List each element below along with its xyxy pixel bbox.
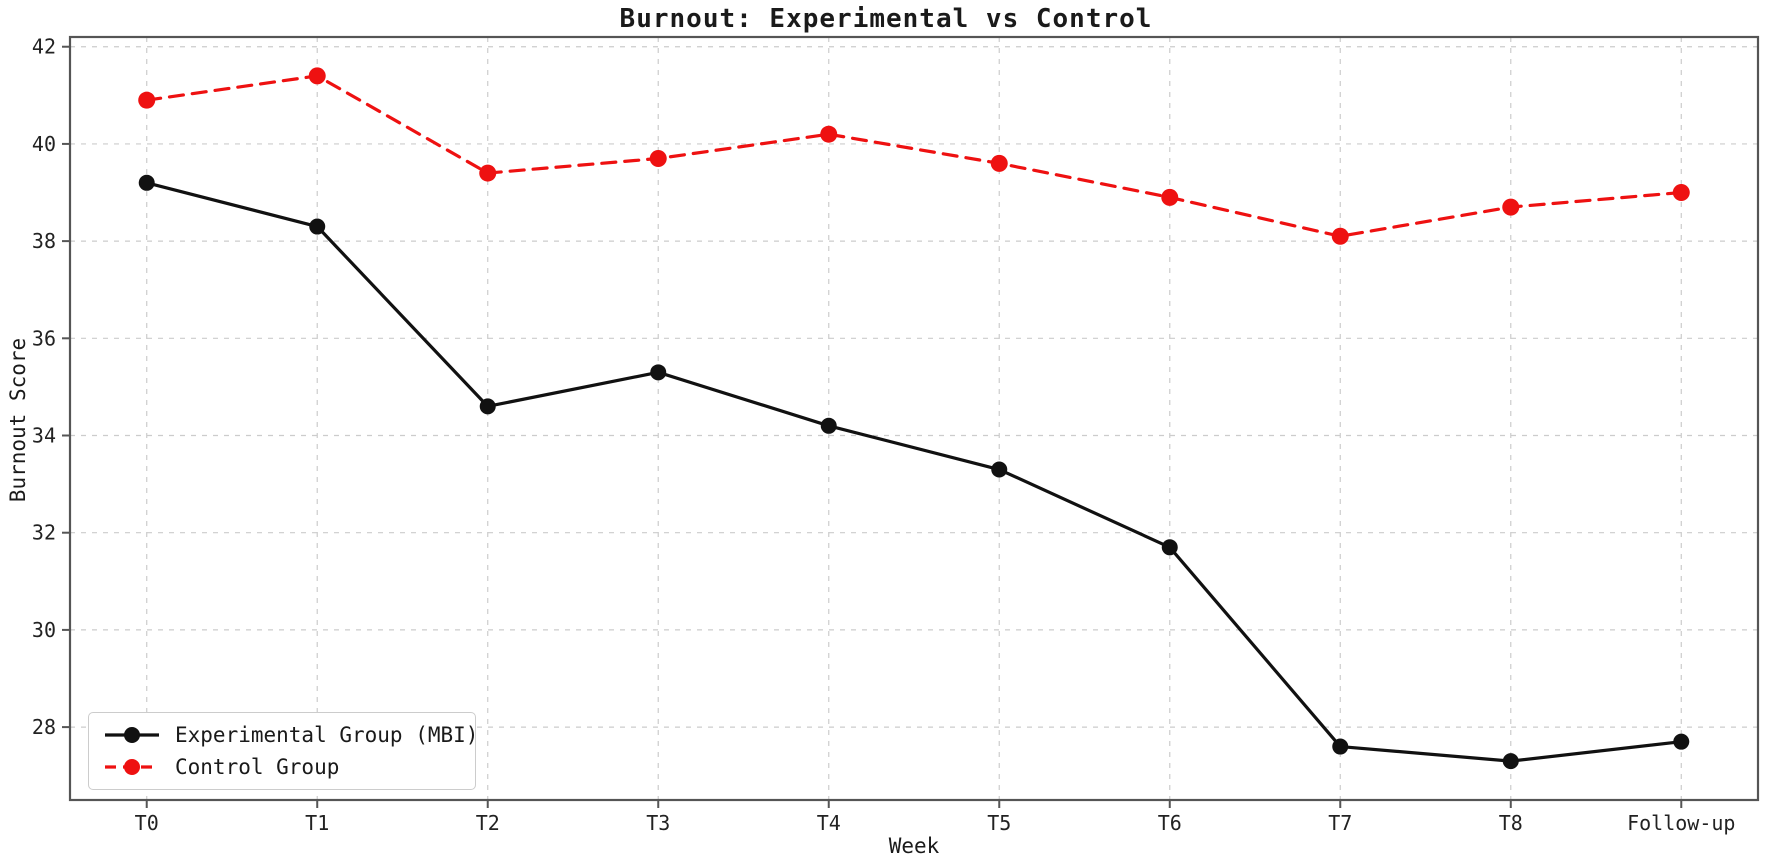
- x-tick-label: Follow-up: [1627, 811, 1735, 835]
- data-point: [649, 149, 667, 167]
- y-tick-label: 34: [32, 424, 56, 448]
- chart-title: Burnout: Experimental vs Control: [619, 4, 1153, 34]
- x-tick-label: T7: [1328, 811, 1352, 835]
- data-point: [479, 398, 496, 415]
- x-tick-label: T3: [646, 811, 670, 835]
- legend-swatch-marker: [124, 727, 140, 743]
- x-tick-label: T6: [1158, 811, 1182, 835]
- series-line: [145, 74, 1683, 238]
- data-point: [990, 154, 1008, 172]
- legend-item-control: Control Group: [103, 755, 461, 779]
- x-axis-label: Week: [888, 834, 940, 858]
- data-point: [820, 417, 837, 434]
- data-point: [991, 461, 1008, 478]
- y-axis-label: Burnout Score: [6, 337, 30, 503]
- y-tick-label: 40: [32, 132, 56, 156]
- y-tick-label: 38: [32, 229, 56, 253]
- y-tick-label: 30: [32, 618, 56, 642]
- y-tick-label: 36: [32, 326, 56, 350]
- x-tick-label: T2: [476, 811, 500, 835]
- data-point: [1332, 738, 1349, 755]
- data-point: [1161, 188, 1179, 206]
- legend-label-experimental: Experimental Group (MBI): [175, 723, 479, 747]
- legend-swatch-experimental-icon: [105, 727, 159, 743]
- x-tick-label: T5: [987, 811, 1011, 835]
- data-point: [1502, 753, 1519, 770]
- data-point: [138, 174, 155, 191]
- data-point: [1672, 184, 1690, 202]
- legend-label-control: Control Group: [175, 755, 340, 779]
- axis-ticks: 28 30 32 34 36 38 40 42 T0 T1 T2 T3 T4 T5 T6 T7 T8 Follow…: [32, 35, 1736, 835]
- series-experimental: [138, 174, 1690, 770]
- data-point: [1331, 227, 1349, 245]
- x-tick-label: T0: [135, 811, 159, 835]
- data-point: [309, 218, 326, 235]
- legend: Experimental Group (MBI) Control Group: [88, 712, 478, 790]
- x-tick-label: T4: [817, 811, 841, 835]
- series-line: [145, 181, 1683, 763]
- data-point: [308, 67, 326, 85]
- data-point: [1502, 198, 1520, 216]
- x-tick-label: T8: [1499, 811, 1523, 835]
- x-tick-label: T1: [305, 811, 329, 835]
- data-point: [138, 91, 156, 109]
- plot-frame: [68, 35, 1760, 802]
- y-tick-label: 32: [32, 521, 56, 545]
- data-point: [1673, 733, 1690, 750]
- data-point: [1161, 539, 1178, 556]
- data-point: [479, 164, 497, 182]
- series-control: [138, 67, 1690, 245]
- data-point: [820, 125, 838, 143]
- data-point: [650, 364, 667, 381]
- legend-item-experimental: Experimental Group (MBI): [103, 723, 478, 747]
- y-tick-label: 28: [32, 715, 56, 739]
- legend-swatch-marker: [124, 759, 140, 775]
- y-tick-label: 42: [32, 35, 56, 59]
- grid: [70, 37, 1758, 800]
- legend-swatch-control-icon: [105, 759, 159, 775]
